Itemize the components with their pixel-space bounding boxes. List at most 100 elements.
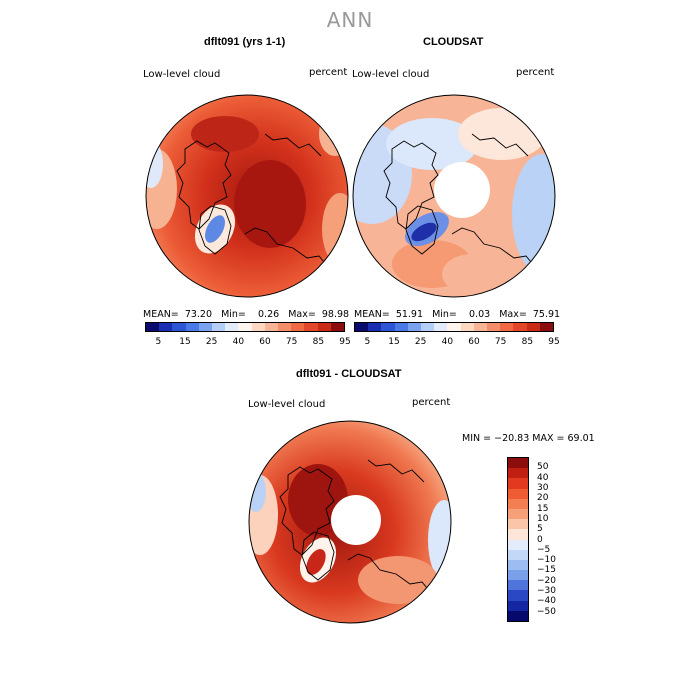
colorbar-tick-label: 40: [441, 337, 454, 347]
colorbar-tick-label: 60: [259, 337, 271, 347]
colorbar-swatch: [355, 323, 369, 331]
colorbar-swatch: [278, 323, 292, 331]
colorbar-tick-label: −40: [537, 596, 556, 607]
coastline-canada: [176, 140, 232, 230]
coastline-greenland: [301, 531, 335, 581]
colorbar-tick-label: 40: [537, 472, 549, 483]
colorbar-tick-label: 15: [537, 503, 549, 514]
colorbar-swatch: [473, 323, 488, 331]
polar-map-diff: [248, 420, 452, 624]
colorbar-tick-label: −50: [537, 606, 556, 617]
stats-obs: MEAN= 51.91 Min= 0.03 Max= 75.91: [354, 309, 561, 320]
colorbar-tick-label: 0: [537, 534, 543, 545]
colorbar-swatch: [526, 323, 540, 331]
cloud-region-low-east: [512, 154, 555, 274]
colorbar-swatch: [508, 508, 528, 520]
colorbar-swatch: [251, 323, 265, 331]
polar-map-obs: [352, 94, 556, 298]
page-title: ANN: [326, 8, 374, 32]
colorbar-tick-label: 5: [364, 337, 371, 347]
colorbar-swatch: [146, 323, 160, 331]
colorbar-swatch: [291, 323, 305, 331]
colorbar-swatch: [513, 323, 527, 331]
colorbar-swatch: [434, 323, 448, 331]
colorbar-tick-label: 40: [232, 337, 245, 347]
colorbar-tick-label: 15: [388, 337, 400, 347]
panel-title-obs: CLOUDSAT: [423, 36, 484, 48]
colorbar-swatch: [508, 600, 528, 611]
colorbar-swatch: [381, 323, 395, 331]
colorbar-swatch: [238, 323, 252, 331]
units-label-diff: percent: [412, 397, 451, 408]
colorbar-tick-label: 20: [537, 493, 549, 504]
colorbar-swatch: [508, 458, 528, 469]
colorbar-diff: [507, 457, 529, 622]
colorbar-tick-label: −20: [537, 575, 556, 586]
cloud-region-max: [234, 160, 306, 248]
colorbar-swatch: [508, 539, 528, 550]
colorbar-tick-label: 50: [537, 462, 549, 473]
coastline-eurasia: [347, 553, 433, 595]
colorbar-swatch: [508, 580, 528, 591]
units-label-obs: percent: [516, 67, 555, 78]
colorbar-tick-label: 15: [179, 337, 191, 347]
colorbar-swatch: [508, 590, 528, 601]
coastline-eurasia: [451, 227, 537, 269]
colorbar-swatch: [304, 323, 318, 331]
variable-label-diff: Low-level cloud: [248, 399, 326, 410]
colorbar-swatch: [508, 570, 528, 581]
colorbar-swatch: [172, 323, 186, 331]
colorbar-swatch: [508, 478, 528, 489]
colorbar-swatch: [317, 323, 331, 331]
colorbar-swatch: [539, 323, 554, 331]
coastline-greenland: [198, 205, 232, 255]
colorbar-swatch: [421, 323, 435, 331]
colorbar-tick-label: 10: [537, 513, 549, 524]
panel-title-model: dflt091 (yrs 1-1): [204, 36, 286, 48]
colorbar-tick-label: −5: [537, 544, 551, 555]
colorbar-swatch: [198, 323, 213, 331]
panel-title-diff: dflt091 - CLOUDSAT: [296, 368, 402, 380]
cloud-region-neg-east: [428, 500, 451, 580]
greenland-min-cloud: [411, 222, 437, 242]
cloud-region-low-east: [322, 193, 348, 265]
cloud-region-neg-west: [249, 472, 266, 512]
colorbar-tick-label: 75: [285, 337, 298, 347]
colorbar-swatch: [508, 610, 528, 621]
colorbar-obs: [354, 322, 554, 332]
colorbar-tick-label: 25: [205, 337, 218, 347]
colorbar-swatch: [225, 323, 239, 331]
range-text-diff: MIN = −20.83 MAX = 69.01: [462, 433, 595, 444]
colorbar-swatch: [508, 519, 528, 530]
colorbar-tick-label: 95: [339, 337, 351, 347]
colorbar-tick-label: 85: [521, 337, 534, 347]
colorbar-swatch: [508, 549, 528, 560]
colorbar-swatch: [394, 323, 408, 331]
colorbar-swatch: [185, 323, 199, 331]
colorbar-swatch: [407, 323, 422, 331]
no-data-pole-mask: [331, 495, 381, 545]
coastline-canada: [279, 466, 335, 556]
coastline-greenland: [405, 205, 439, 255]
colorbar-swatch: [460, 323, 474, 331]
colorbar-swatch: [212, 323, 226, 331]
polar-map-model: [145, 94, 349, 298]
colorbar-model: [145, 322, 345, 332]
colorbar-swatch: [487, 323, 501, 331]
colorbar-swatch: [447, 323, 461, 331]
colorbar-tick-label: 85: [312, 337, 325, 347]
colorbar-swatch: [159, 323, 173, 331]
units-label-model: percent: [309, 67, 348, 78]
colorbar-tick-label: 5: [155, 337, 162, 347]
variable-label-obs: Low-level cloud: [352, 69, 430, 80]
colorbar-tick-label: 75: [494, 337, 507, 347]
colorbar-swatch: [500, 323, 514, 331]
no-data-pole-mask: [434, 162, 490, 218]
colorbar-tick-label: 30: [537, 482, 549, 493]
colorbar-tick-label: 5: [537, 524, 543, 535]
stats-model: MEAN= 73.20 Min= 0.26 Max= 98.98: [143, 309, 350, 320]
colorbar-swatch: [508, 468, 528, 479]
colorbar-tick-label: −10: [537, 555, 556, 566]
colorbar-tick-label: −30: [537, 586, 556, 597]
coastline-canada: [383, 140, 439, 230]
